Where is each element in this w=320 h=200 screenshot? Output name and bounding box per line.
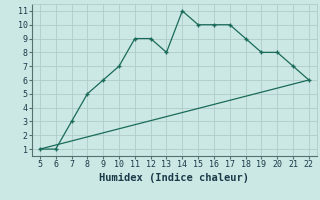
X-axis label: Humidex (Indice chaleur): Humidex (Indice chaleur) — [100, 173, 249, 183]
